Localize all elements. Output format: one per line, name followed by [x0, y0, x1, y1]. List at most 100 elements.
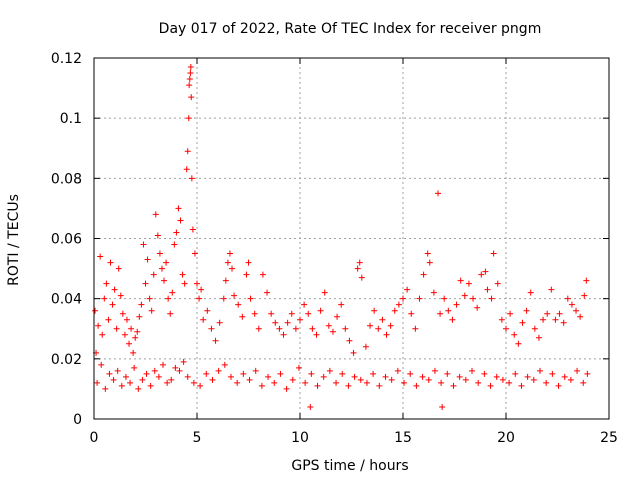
- data-point: [99, 331, 106, 338]
- chart-title: Day 017 of 2022, Rate Of TEC Index for r…: [159, 21, 542, 37]
- y-tick-label: 0.1: [60, 111, 82, 127]
- data-point: [568, 301, 575, 308]
- data-point: [265, 373, 272, 380]
- data-point: [552, 316, 559, 323]
- data-point: [382, 373, 389, 380]
- data-point: [150, 271, 157, 278]
- data-point: [481, 370, 488, 377]
- data-point: [128, 325, 135, 332]
- axis-ticks: [93, 57, 610, 420]
- data-point: [404, 286, 411, 293]
- x-tick-label: 0: [90, 430, 99, 446]
- data-point: [375, 325, 382, 332]
- data-point: [531, 325, 538, 332]
- data-point: [490, 250, 497, 257]
- data-point: [548, 286, 555, 293]
- data-point: [338, 301, 345, 308]
- data-point: [408, 310, 415, 317]
- data-point: [413, 382, 420, 389]
- data-point: [172, 364, 179, 371]
- data-point: [493, 373, 500, 380]
- data-point: [580, 379, 587, 386]
- data-point: [314, 382, 321, 389]
- data-point: [126, 340, 133, 347]
- data-point: [555, 382, 562, 389]
- data-point: [235, 301, 242, 308]
- data-point: [186, 82, 193, 89]
- data-point: [511, 331, 518, 338]
- data-point: [177, 217, 184, 224]
- data-point: [313, 331, 320, 338]
- data-point: [247, 295, 254, 302]
- data-point: [400, 295, 406, 302]
- data-point: [208, 325, 215, 332]
- data-point: [512, 370, 519, 377]
- data-point: [239, 313, 246, 320]
- data-point: [164, 379, 171, 386]
- data-point: [181, 280, 188, 287]
- data-point: [240, 370, 247, 377]
- data-point: [147, 382, 154, 389]
- data-point: [363, 379, 370, 386]
- data-point: [439, 403, 446, 410]
- y-tick-label: 0: [73, 412, 82, 428]
- data-point: [122, 373, 129, 380]
- data-point: [391, 307, 398, 314]
- data-point: [109, 301, 116, 308]
- data-point: [478, 271, 485, 278]
- data-point: [167, 310, 174, 317]
- data-point: [98, 361, 105, 368]
- data-point: [276, 325, 283, 332]
- data-point: [425, 376, 432, 383]
- data-point: [130, 349, 137, 356]
- x-tick-labels: 0 5 10 15 20 25: [90, 430, 618, 446]
- data-point: [151, 367, 158, 374]
- data-point: [419, 373, 426, 380]
- data-point: [148, 307, 155, 314]
- data-point: [469, 367, 476, 374]
- data-point: [220, 295, 227, 302]
- data-point: [333, 379, 340, 386]
- data-point: [543, 379, 550, 386]
- data-point: [321, 289, 328, 296]
- data-point: [194, 280, 200, 287]
- data-point: [146, 295, 153, 302]
- data-point: [449, 316, 456, 323]
- data-point: [437, 310, 444, 317]
- data-point: [185, 115, 192, 122]
- data-point: [95, 322, 102, 329]
- data-point: [114, 367, 121, 374]
- data-point: [105, 316, 112, 323]
- data-point: [243, 271, 250, 278]
- data-point: [388, 376, 395, 383]
- data-point: [222, 277, 229, 284]
- data-point: [305, 310, 312, 317]
- data-point: [560, 319, 567, 326]
- data-point: [342, 325, 349, 332]
- data-point: [144, 256, 151, 263]
- data-point: [97, 253, 104, 260]
- data-point: [450, 382, 457, 389]
- data-point: [180, 358, 187, 365]
- data-point: [430, 289, 437, 296]
- data-point: [123, 316, 130, 323]
- data-point: [143, 370, 150, 377]
- data-point: [187, 64, 194, 71]
- data-point: [234, 379, 241, 386]
- data-point: [259, 271, 266, 278]
- data-point: [564, 295, 571, 302]
- data-point: [252, 367, 259, 374]
- data-point: [92, 307, 99, 314]
- data-point: [494, 280, 501, 287]
- data-point: [394, 367, 401, 374]
- data-point: [556, 310, 563, 317]
- data-point: [309, 325, 316, 332]
- data-point: [107, 259, 114, 266]
- data-point: [307, 403, 314, 410]
- data-point: [187, 70, 194, 77]
- y-axis-label: ROTI / TECUs: [6, 194, 22, 286]
- data-point: [581, 292, 588, 299]
- data-point: [308, 370, 315, 377]
- data-point: [416, 295, 423, 302]
- data-point: [474, 304, 481, 311]
